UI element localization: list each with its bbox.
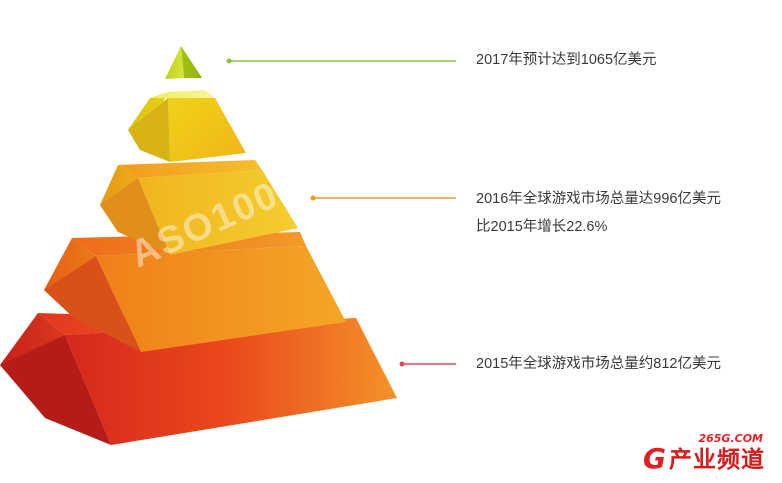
label-2016-market-line2: 比2015年增长22.6% (476, 219, 608, 235)
label-2015-market: 2015年全球游戏市场总量约812亿美元 (476, 356, 721, 372)
pyramid-tier-top (165, 46, 202, 79)
logo-g-mark: G (643, 442, 666, 475)
leader-line-bottom (399, 361, 456, 367)
label-2017-forecast: 2017年预计达到1065亿美元 (476, 52, 657, 68)
site-logo: 265G.COM G 产业频道 (643, 432, 773, 474)
pyramid-tier-1 (128, 90, 246, 162)
pyramid-tier-2 (100, 160, 298, 255)
leader-line-top (226, 58, 456, 64)
logo-channel-name: 产业频道 (669, 447, 765, 473)
logo-url-text: 265G.COM (698, 432, 763, 445)
label-2016-market-line1: 2016年全球游戏市场总量达996亿美元 (476, 191, 721, 207)
leader-line-middle (310, 195, 456, 201)
